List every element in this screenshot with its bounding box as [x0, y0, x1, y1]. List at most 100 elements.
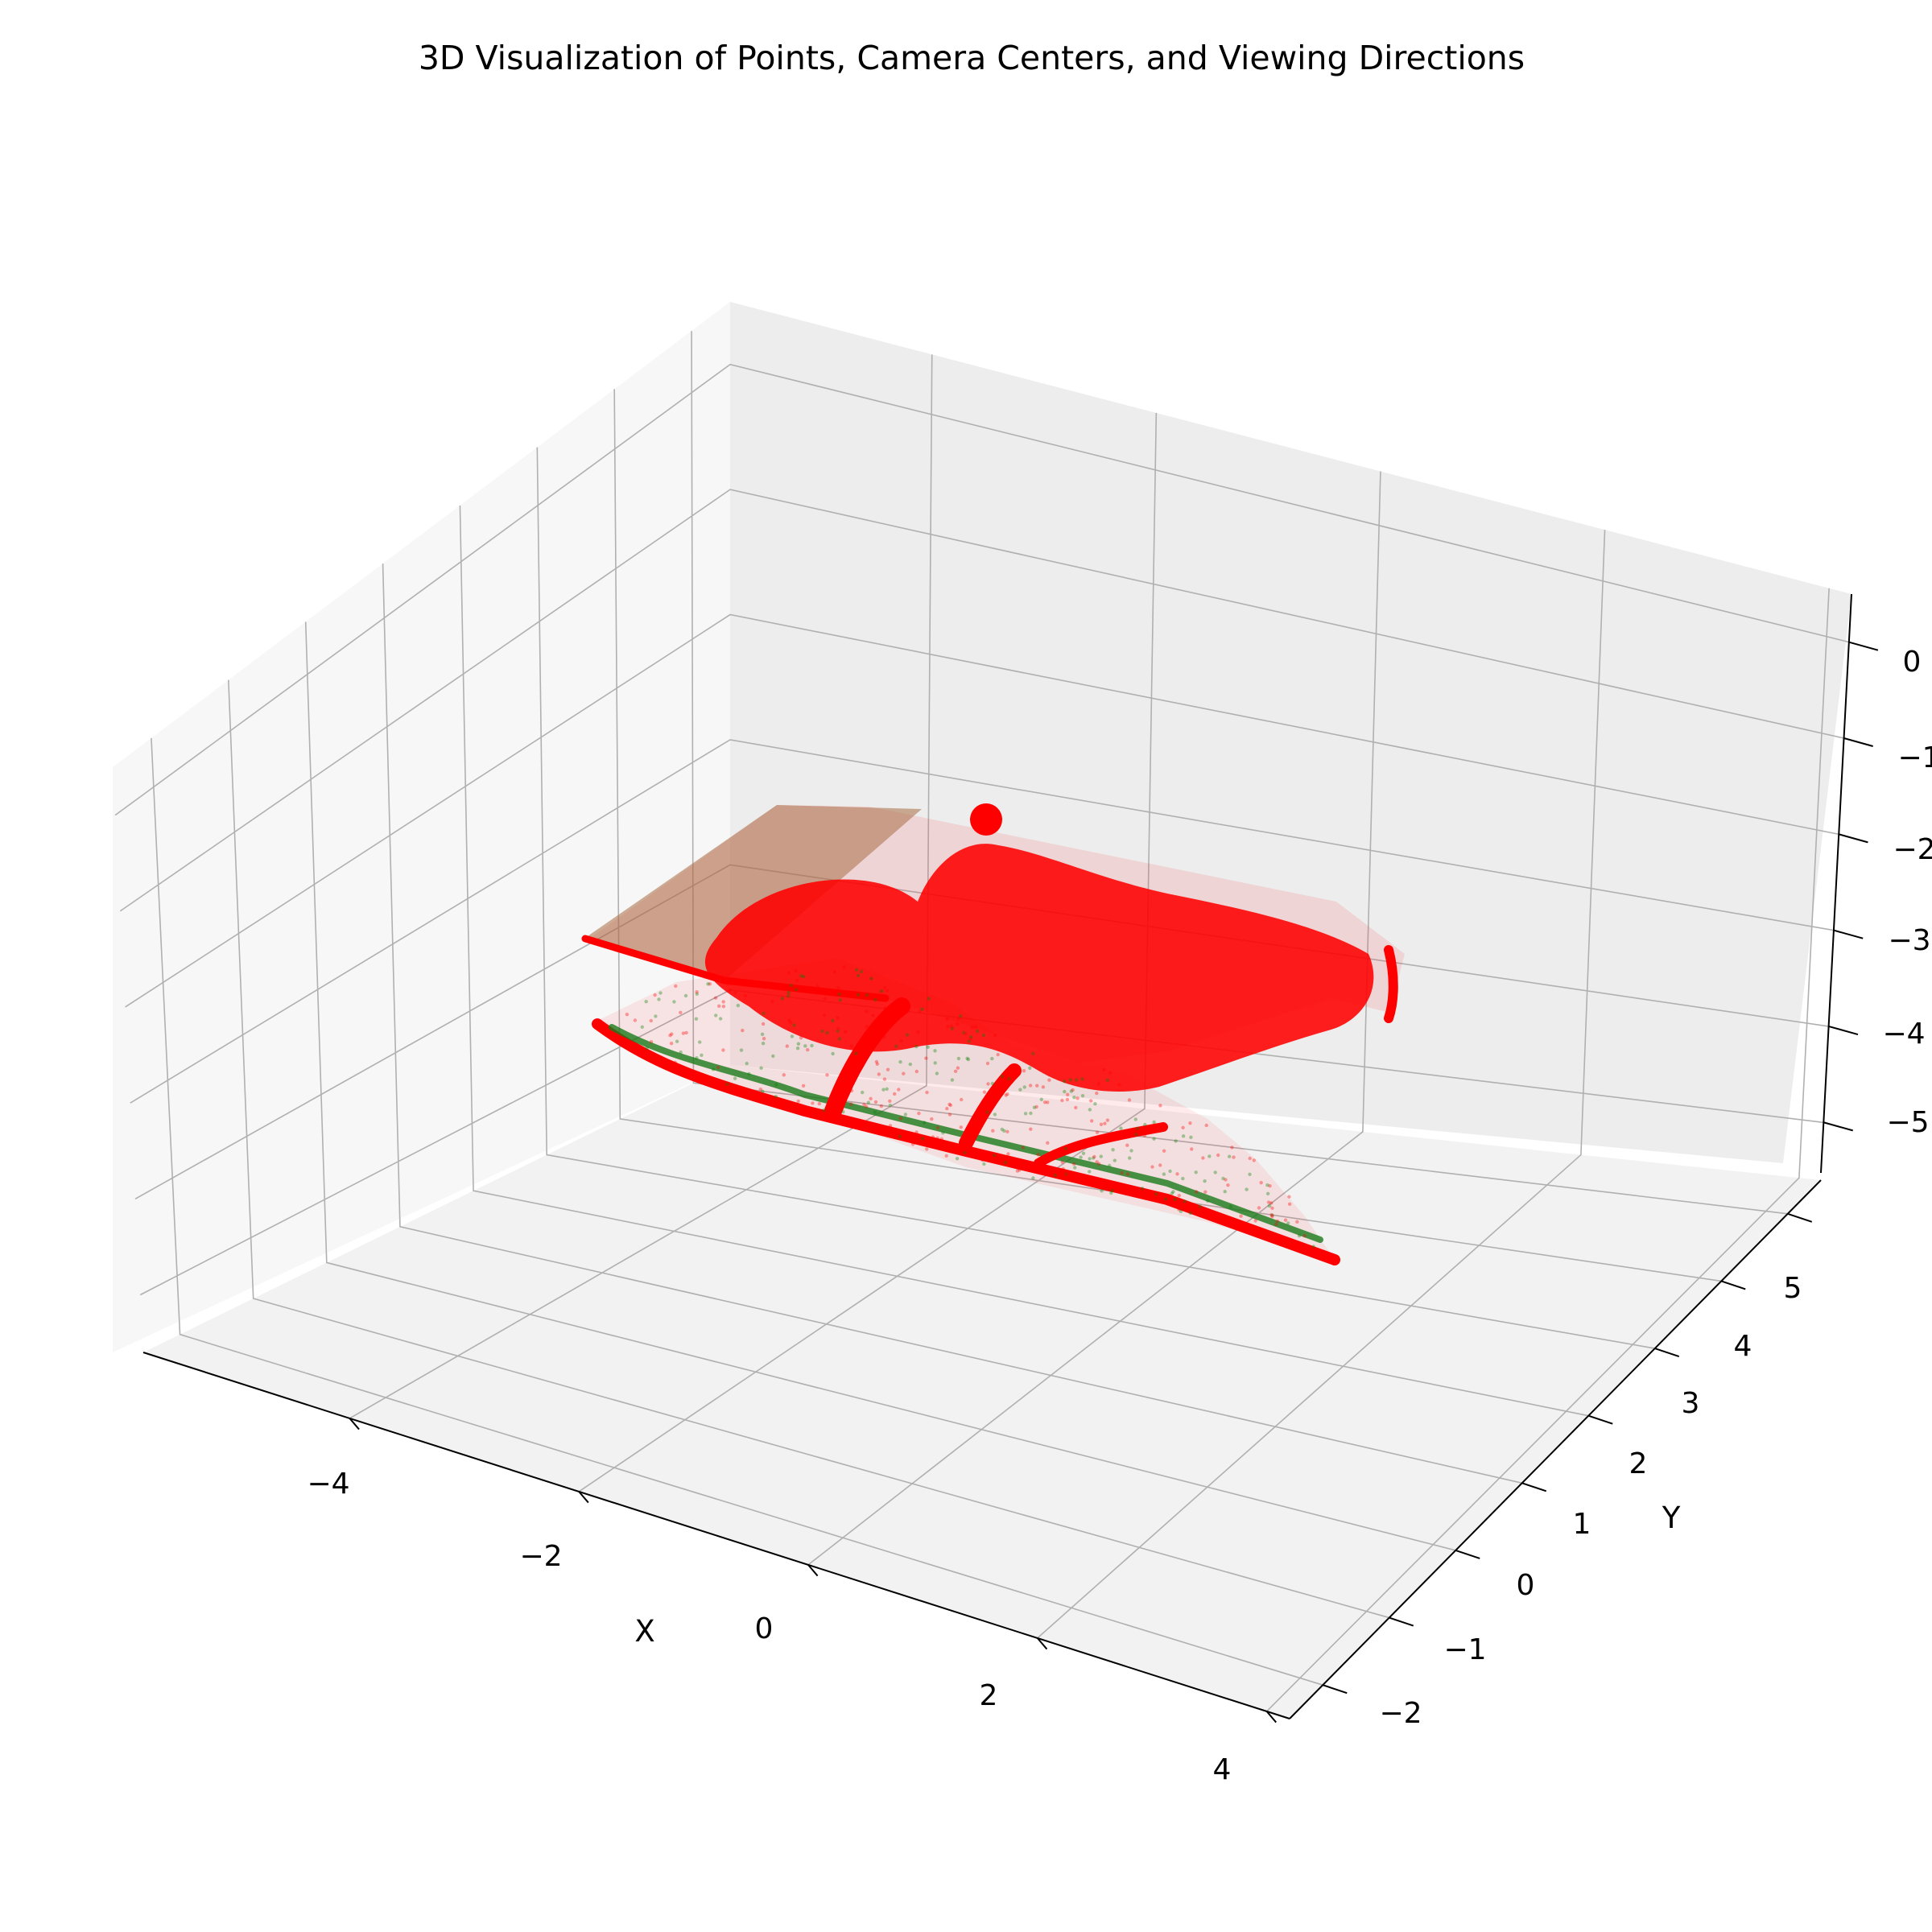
sparse-point	[1113, 1158, 1117, 1162]
red-right-streak	[1384, 945, 1398, 1023]
y-tick-mark	[1455, 1549, 1480, 1559]
sparse-point	[736, 1003, 740, 1008]
sparse-point	[873, 1110, 877, 1114]
sparse-point	[1080, 1094, 1085, 1098]
sparse-point	[1047, 1078, 1051, 1082]
sparse-point	[1181, 1134, 1186, 1138]
x-tick-label: −2	[519, 1540, 562, 1573]
sparse-point	[714, 1013, 718, 1018]
y-tick-mark	[1720, 1280, 1746, 1290]
sparse-point	[859, 969, 864, 974]
sparse-point	[1099, 1122, 1104, 1127]
sparse-point	[654, 1014, 658, 1018]
sparse-point	[882, 1035, 886, 1039]
sparse-point	[758, 1088, 762, 1092]
sparse-point	[893, 1092, 897, 1096]
sparse-point	[1007, 1076, 1011, 1081]
sparse-point	[785, 1044, 789, 1048]
sparse-point	[1074, 1105, 1078, 1110]
sparse-point	[711, 1067, 716, 1071]
sparse-point	[898, 1117, 903, 1121]
sparse-point	[1269, 1201, 1274, 1205]
sparse-point	[698, 1040, 702, 1044]
sparse-point	[1042, 1100, 1047, 1104]
green-front-edge	[609, 1024, 1323, 1243]
z-tick-mark	[1823, 1121, 1854, 1132]
x-gridline	[1037, 530, 1606, 1639]
sparse-point	[1265, 1183, 1269, 1187]
sparse-point	[815, 984, 819, 989]
sparse-point	[645, 1046, 649, 1051]
sparse-point	[969, 1035, 973, 1039]
sparse-point	[794, 969, 798, 973]
sparse-point	[1163, 1197, 1168, 1201]
sparse-point	[1134, 1133, 1138, 1137]
sparse-point	[1125, 1172, 1130, 1176]
sparse-point	[967, 1039, 971, 1043]
sparse-point	[933, 1049, 937, 1053]
sparse-point	[837, 992, 841, 997]
red-back-edge	[581, 935, 890, 1002]
sparse-point	[1046, 1141, 1050, 1146]
z-tick-label: 0	[1903, 646, 1922, 679]
z-tick-label: −5	[1886, 1106, 1929, 1139]
sparse-point	[1189, 1135, 1193, 1140]
sparse-point	[1022, 1069, 1026, 1073]
sparse-point	[1028, 1084, 1033, 1088]
sparse-point	[803, 1044, 807, 1048]
sparse-point	[1035, 1084, 1039, 1088]
sparse-point	[674, 984, 678, 989]
sparse-point	[1095, 1160, 1099, 1164]
sparse-point	[786, 971, 791, 975]
sparse-point	[1133, 1117, 1138, 1121]
sparse-point	[675, 1039, 679, 1043]
sparse-point	[1072, 1162, 1076, 1166]
sparse-point	[1034, 1104, 1038, 1109]
sparse-point	[721, 1005, 726, 1009]
sparse-point	[759, 1066, 763, 1070]
sparse-point	[993, 1090, 997, 1095]
sparse-point	[918, 1009, 922, 1013]
sparse-point	[979, 1108, 984, 1113]
sparse-point	[1032, 1105, 1037, 1109]
x-tick-mark	[1036, 1637, 1048, 1650]
sparse-point	[1105, 1078, 1109, 1083]
sparse-point	[1224, 1178, 1228, 1182]
sparse-point	[1031, 1176, 1035, 1180]
sparse-point	[672, 1000, 676, 1004]
sparse-point	[842, 965, 846, 969]
sparse-point	[920, 1137, 925, 1141]
y-axis-title: Y	[1662, 1501, 1681, 1535]
sparse-point	[856, 993, 860, 997]
sparse-point	[914, 1130, 919, 1134]
sparse-point	[849, 1044, 854, 1048]
sparse-point	[955, 1157, 960, 1161]
sparse-point	[966, 1057, 971, 1062]
sparse-point	[713, 996, 718, 1000]
sparse-point	[718, 1017, 723, 1021]
sparse-point	[786, 990, 791, 995]
sparse-point	[1171, 1190, 1175, 1194]
sparse-point	[1152, 1137, 1156, 1141]
sparse-point	[898, 1134, 902, 1138]
sparse-point	[1162, 1172, 1166, 1176]
sparse-point	[1183, 1199, 1187, 1203]
sparse-points	[625, 965, 1315, 1249]
y-gridline	[691, 331, 1788, 1215]
sparse-point	[849, 1088, 854, 1093]
sparse-point	[1028, 1066, 1032, 1071]
sparse-point	[914, 1044, 919, 1049]
sparse-point	[854, 1051, 858, 1055]
sparse-point	[823, 997, 828, 1001]
sparse-point	[1004, 1093, 1008, 1097]
x-gridline	[807, 471, 1381, 1566]
sparse-point	[761, 1089, 765, 1093]
sparse-point	[1096, 1082, 1101, 1086]
sparse-point	[802, 975, 806, 979]
sparse-point	[1117, 1083, 1121, 1087]
sparse-point	[992, 1154, 997, 1158]
z-axis-line	[1820, 593, 1852, 1174]
sparse-point	[1006, 1152, 1010, 1156]
sparse-point	[1108, 1163, 1112, 1168]
